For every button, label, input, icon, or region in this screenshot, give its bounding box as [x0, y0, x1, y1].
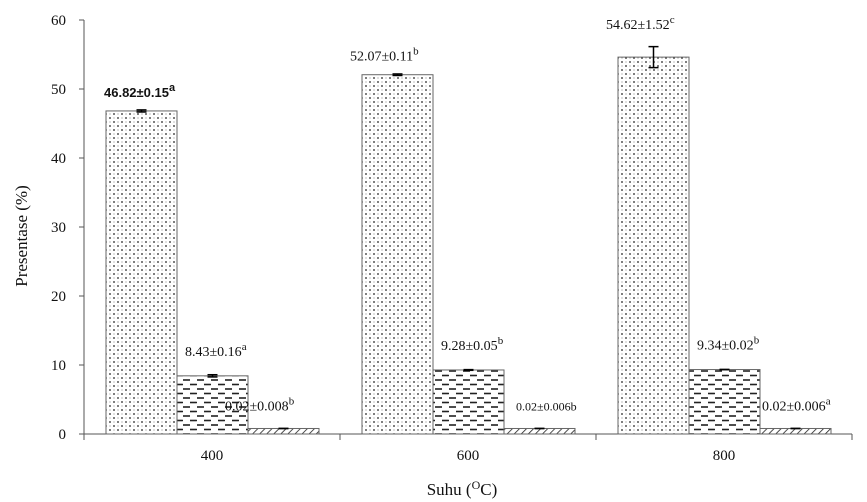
bar: [759, 427, 832, 435]
x-axis-title-end: C): [480, 480, 497, 499]
y-axis-title: Presentase (%): [12, 185, 31, 287]
x-tick-label: 400: [201, 448, 224, 464]
x-tick-label: 600: [457, 448, 480, 464]
data-label: 9.34±0.02b: [697, 335, 760, 354]
data-label: 46.82±0.15a: [104, 82, 176, 100]
y-tick-label: 30: [51, 220, 66, 236]
y-tick-label: 60: [51, 13, 66, 29]
data-label: 0.02±0.006a: [762, 395, 831, 414]
y-tick-label: 0: [59, 427, 67, 443]
y-tick-label: 20: [51, 289, 66, 305]
bar: [432, 369, 505, 435]
data-label: 8.43±0.16a: [185, 341, 247, 360]
bar: [247, 427, 320, 435]
data-label: 52.07±0.11b: [350, 46, 419, 65]
bar: [503, 427, 576, 435]
bar: [361, 74, 434, 435]
data-labels: 46.82±0.15a 52.07±0.11b 54.62±1.52c 8.43±0.…: [104, 14, 831, 414]
bar: [176, 375, 249, 435]
x-tick-label: 800: [713, 448, 736, 464]
x-axis-title: Suhu (OC): [427, 478, 498, 499]
y-tick-label: 40: [51, 151, 66, 167]
data-label: 54.62±1.52c: [606, 14, 675, 33]
y-tick-label: 50: [51, 82, 66, 98]
bar: [105, 110, 178, 435]
data-label: 0.02±0.006b: [516, 399, 577, 413]
data-label: 9.28±0.05b: [441, 335, 504, 354]
bars: [105, 45, 832, 435]
y-tick-label: 10: [51, 358, 66, 374]
x-axis: 400 600 800: [83, 433, 853, 464]
y-axis: 0 10 20 30 40 50 60: [51, 13, 85, 443]
bar: [688, 369, 761, 435]
bar: [617, 56, 690, 435]
data-label: 0.02±0.008b: [225, 395, 295, 414]
x-axis-title-sup: O: [472, 478, 481, 492]
